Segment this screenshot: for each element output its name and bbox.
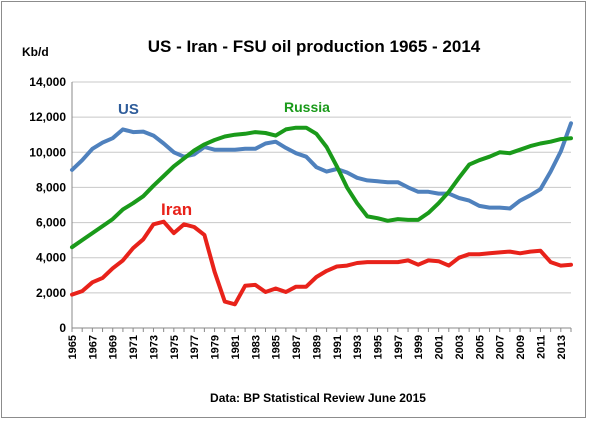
series-line-us — [70, 121, 573, 211]
y-tick-label: 8,000 — [36, 180, 66, 194]
y-tick-label: 0 — [59, 321, 66, 335]
x-tick-label: 1989 — [311, 335, 323, 359]
series-line-iran — [70, 219, 573, 307]
x-tick-label: 2011 — [535, 335, 547, 359]
x-tick-label: 1981 — [230, 335, 242, 359]
x-tick-label: 1983 — [250, 335, 262, 359]
x-tick-label: 2003 — [454, 335, 466, 359]
series-lines — [70, 121, 573, 307]
x-tick-label: 1997 — [393, 335, 405, 359]
x-tick-label: 2001 — [434, 335, 446, 359]
x-tick-label: 1969 — [108, 335, 120, 359]
annotation-russia: Russia — [284, 99, 330, 115]
chart-title: US - Iran - FSU oil production 1965 - 20… — [148, 37, 481, 56]
x-tick-label: 1977 — [189, 335, 201, 359]
gridlines — [71, 81, 571, 329]
annotation-us: US — [118, 101, 139, 118]
x-tick-label: 1985 — [271, 335, 283, 359]
x-tick-label: 1999 — [413, 335, 425, 359]
x-tick-label: 1979 — [210, 335, 222, 359]
y-tick-label: 14,000 — [29, 75, 66, 89]
x-tick-label: 1965 — [67, 335, 79, 359]
y-axis-unit-label: Kb/d — [22, 45, 49, 59]
y-tick-label: 10,000 — [29, 145, 66, 159]
x-axis-ticks: 1965 1967 1969 1971 1973 1975 1977 1979 1981 1983… — [67, 328, 572, 359]
y-axis-ticks: 0 2,000 4,000 6,000 8,000 10,000 12,000 14,000 — [29, 75, 66, 335]
x-tick-label: 1967 — [87, 335, 99, 359]
y-tick-label: 12,000 — [29, 110, 66, 124]
x-tick-label: 2005 — [474, 335, 486, 359]
x-tick-label: 1991 — [332, 335, 344, 359]
x-tick-label: 1975 — [169, 335, 181, 359]
source-note: Data: BP Statistical Review June 2015 — [210, 391, 426, 405]
y-tick-label: 6,000 — [36, 216, 66, 230]
x-tick-label: 1971 — [128, 335, 140, 359]
y-tick-label: 4,000 — [36, 251, 66, 265]
y-tick-label: 2,000 — [36, 286, 66, 300]
series-line-russia — [70, 125, 573, 250]
x-tick-label: 1995 — [373, 335, 385, 359]
x-tick-label: 2013 — [556, 335, 568, 359]
x-tick-label: 1987 — [291, 335, 303, 359]
x-tick-label: 2009 — [515, 335, 527, 359]
x-tick-label: 2007 — [495, 335, 507, 359]
x-tick-label: 1993 — [352, 335, 364, 359]
annotation-iran: Iran — [161, 200, 192, 219]
x-tick-label: 1973 — [148, 335, 160, 359]
